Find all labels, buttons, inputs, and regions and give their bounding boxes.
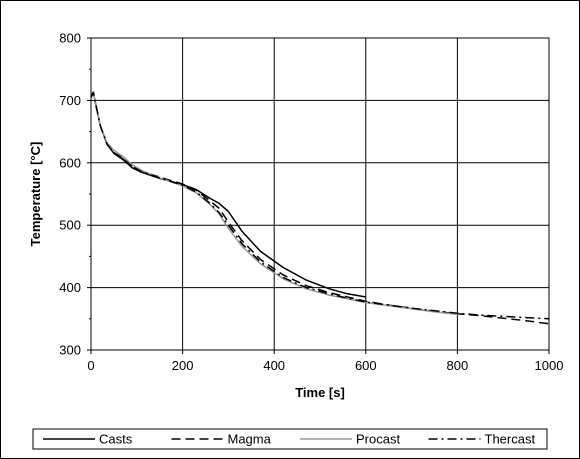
legend-label-magma: Magma	[228, 432, 272, 447]
y-tick-label: 500	[59, 218, 81, 233]
y-tick-label: 400	[59, 280, 81, 295]
legend-label-procast: Procast	[356, 432, 400, 447]
legend-label-thercast: Thercast	[485, 432, 536, 447]
axis-ticks: 300 400 500 600 700 800 0 200 400 600 800 1000	[59, 31, 563, 374]
series-line-magma	[90, 91, 550, 325]
y-axis-title: Temperature [°C]	[28, 142, 43, 247]
y-tick-label: 300	[59, 343, 81, 358]
y-tick-label: 600	[59, 155, 81, 170]
series-lines	[90, 91, 550, 325]
x-tick-label: 600	[355, 358, 377, 373]
y-tick-label: 800	[59, 31, 81, 46]
grid	[91, 38, 549, 350]
x-tick-label: 200	[172, 358, 194, 373]
x-tick-label: 400	[263, 358, 285, 373]
series-line-thercast	[90, 91, 550, 320]
plot-area	[90, 37, 550, 351]
legend-label-casts: Casts	[99, 432, 133, 447]
series-line-casts	[90, 91, 366, 298]
x-tick-label: 800	[447, 358, 469, 373]
x-tick-label: 1000	[535, 358, 564, 373]
y-tick-label: 700	[59, 93, 81, 108]
x-tick-label: 0	[87, 358, 94, 373]
legend-box	[32, 428, 548, 450]
x-axis-title: Time [s]	[295, 385, 345, 400]
legend: Casts Magma Procast Thercast	[32, 428, 548, 450]
